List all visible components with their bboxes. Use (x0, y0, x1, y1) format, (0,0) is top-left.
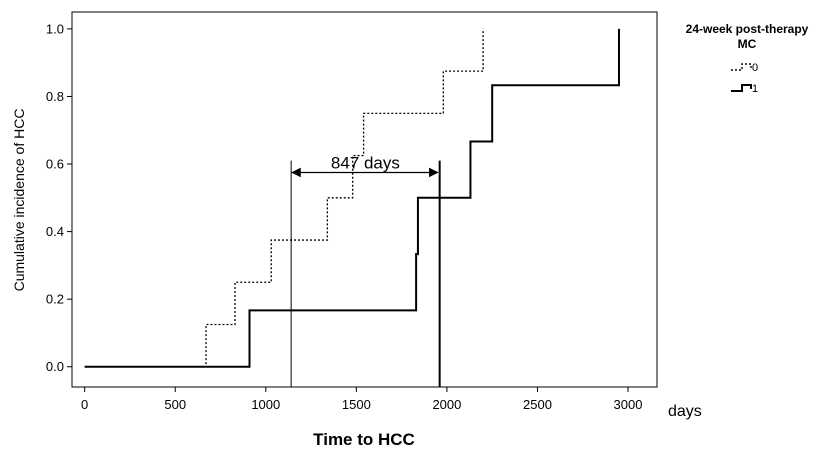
x-tick-label: 1500 (342, 397, 371, 412)
legend-swatch-1 (731, 84, 752, 92)
annotation-layer: 847 days (290, 153, 441, 387)
plot-frame (71, 11, 658, 388)
series-layer (84, 28, 620, 368)
x-tick-label: 2000 (432, 397, 461, 412)
legend-swatch-0 (731, 63, 752, 71)
y-axis-label: Cumulative incidence of HCC (11, 109, 27, 292)
legend-title-line2: MC (738, 37, 757, 51)
x-tick-label: 500 (164, 397, 186, 412)
y-tick-label: 1.0 (46, 21, 64, 36)
x-unit-label: days (668, 403, 702, 420)
legend: 24-week post-therapy MC 0 1 (686, 22, 809, 95)
legend-title-line1: 24-week post-therapy (686, 22, 809, 36)
x-tick-label: 0 (81, 397, 88, 412)
series-line-1 (84, 28, 620, 368)
interval-label: 847 days (331, 153, 400, 172)
x-tick-label: 3000 (614, 397, 643, 412)
y-axis-ticks: 0.0 0.2 0.4 0.6 0.8 1.0 (46, 21, 72, 374)
y-tick-label: 0.0 (46, 359, 64, 374)
legend-label-1: 1 (752, 83, 758, 95)
y-tick-label: 0.4 (46, 224, 64, 239)
y-tick-label: 0.2 (46, 292, 64, 307)
x-tick-label: 1000 (251, 397, 280, 412)
x-tick-label: 2500 (523, 397, 552, 412)
x-axis-label: Time to HCC (313, 430, 415, 449)
legend-label-0: 0 (752, 62, 758, 74)
y-tick-label: 0.8 (46, 89, 64, 104)
x-axis-ticks: 0 500 1000 1500 2000 2500 3000 (81, 387, 642, 412)
y-tick-label: 0.6 (46, 157, 64, 172)
